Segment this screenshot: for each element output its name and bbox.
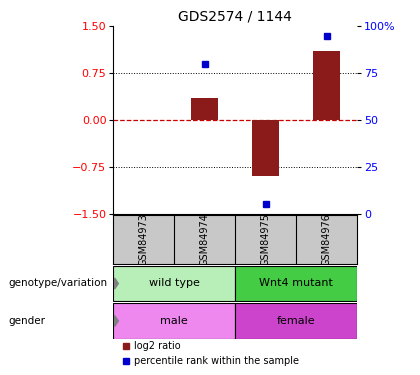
Text: GSM84974: GSM84974 — [200, 213, 210, 266]
Polygon shape — [115, 278, 118, 289]
Text: GSM84976: GSM84976 — [322, 213, 331, 266]
Bar — [113, 266, 235, 301]
Text: female: female — [277, 316, 315, 326]
Text: GSM84973: GSM84973 — [139, 213, 149, 266]
Text: wild type: wild type — [149, 279, 200, 288]
Bar — [235, 266, 357, 301]
Title: GDS2574 / 1144: GDS2574 / 1144 — [178, 10, 292, 24]
Text: GSM84975: GSM84975 — [261, 213, 270, 266]
Legend: log2 ratio, percentile rank within the sample: log2 ratio, percentile rank within the s… — [118, 338, 303, 370]
Bar — [191, 98, 218, 120]
Text: gender: gender — [8, 316, 45, 326]
Bar — [252, 120, 279, 176]
Bar — [113, 303, 235, 339]
Bar — [313, 51, 340, 120]
Bar — [235, 303, 357, 339]
Polygon shape — [115, 315, 118, 327]
Text: male: male — [160, 316, 188, 326]
Text: genotype/variation: genotype/variation — [8, 279, 108, 288]
Text: Wnt4 mutant: Wnt4 mutant — [259, 279, 333, 288]
